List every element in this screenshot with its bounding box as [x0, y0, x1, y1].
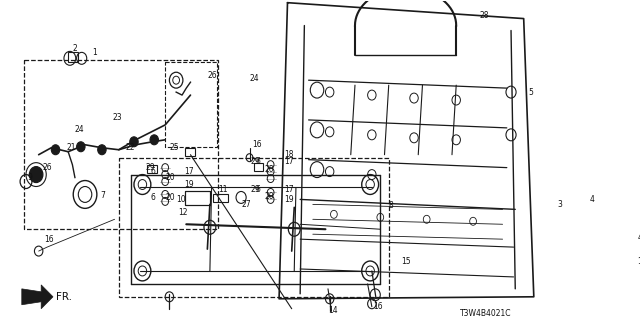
- Bar: [184, 148, 195, 156]
- Text: 16: 16: [45, 235, 54, 244]
- Bar: [253, 163, 263, 171]
- Circle shape: [29, 167, 43, 182]
- Text: 6: 6: [151, 167, 156, 176]
- Text: 16: 16: [374, 302, 383, 311]
- Text: 17: 17: [284, 185, 294, 194]
- Polygon shape: [557, 197, 591, 229]
- Text: 10: 10: [176, 195, 186, 204]
- Text: 5: 5: [528, 88, 532, 97]
- Text: 20: 20: [165, 193, 175, 202]
- Text: 26: 26: [207, 71, 217, 80]
- Text: 29: 29: [146, 163, 156, 172]
- Text: 6: 6: [255, 185, 260, 194]
- Text: 19: 19: [184, 180, 194, 189]
- Bar: [147, 165, 157, 172]
- Bar: [213, 195, 228, 203]
- Bar: [119, 158, 388, 297]
- Text: 12: 12: [178, 208, 188, 217]
- Text: 29: 29: [250, 157, 260, 166]
- Text: 26: 26: [43, 163, 52, 172]
- Text: 23: 23: [112, 114, 122, 123]
- Text: 16: 16: [252, 140, 262, 149]
- Text: 20: 20: [165, 173, 175, 182]
- Polygon shape: [606, 231, 634, 269]
- Circle shape: [77, 142, 85, 152]
- Circle shape: [51, 145, 60, 155]
- Bar: [184, 191, 210, 205]
- Bar: [165, 62, 218, 147]
- Text: 4: 4: [589, 195, 595, 204]
- Text: 25: 25: [170, 143, 179, 152]
- Text: 11: 11: [218, 185, 228, 194]
- Text: 17: 17: [184, 167, 194, 176]
- Text: 18: 18: [284, 150, 294, 159]
- Text: 24: 24: [75, 125, 84, 134]
- Text: 29: 29: [250, 185, 260, 194]
- Text: 4: 4: [637, 233, 640, 242]
- Text: 3: 3: [557, 200, 563, 209]
- Circle shape: [150, 135, 159, 145]
- Text: 6: 6: [255, 157, 260, 166]
- Text: FR.: FR.: [56, 292, 72, 302]
- Text: T3W4B4021C: T3W4B4021C: [460, 309, 512, 318]
- Circle shape: [98, 145, 106, 155]
- Text: 2: 2: [72, 44, 77, 53]
- Text: 22: 22: [125, 143, 135, 152]
- Text: 24: 24: [250, 74, 259, 83]
- Text: 27: 27: [241, 200, 251, 209]
- Text: 17: 17: [284, 157, 294, 166]
- Text: 28: 28: [480, 11, 490, 20]
- Text: 15: 15: [401, 257, 411, 266]
- Bar: [68, 52, 78, 62]
- Polygon shape: [22, 285, 53, 309]
- Text: 19: 19: [284, 195, 294, 204]
- Text: 8: 8: [388, 201, 394, 210]
- Text: 9: 9: [28, 173, 33, 182]
- Circle shape: [130, 137, 138, 147]
- Text: 1: 1: [92, 48, 97, 57]
- Text: 13: 13: [637, 257, 640, 266]
- Text: 14: 14: [328, 306, 338, 315]
- Text: 6: 6: [151, 193, 156, 202]
- Text: 7: 7: [100, 191, 105, 200]
- Text: 20: 20: [265, 192, 275, 201]
- Bar: [184, 191, 210, 205]
- Text: 20: 20: [265, 165, 275, 174]
- Text: 21: 21: [67, 143, 76, 152]
- Bar: [24, 60, 218, 229]
